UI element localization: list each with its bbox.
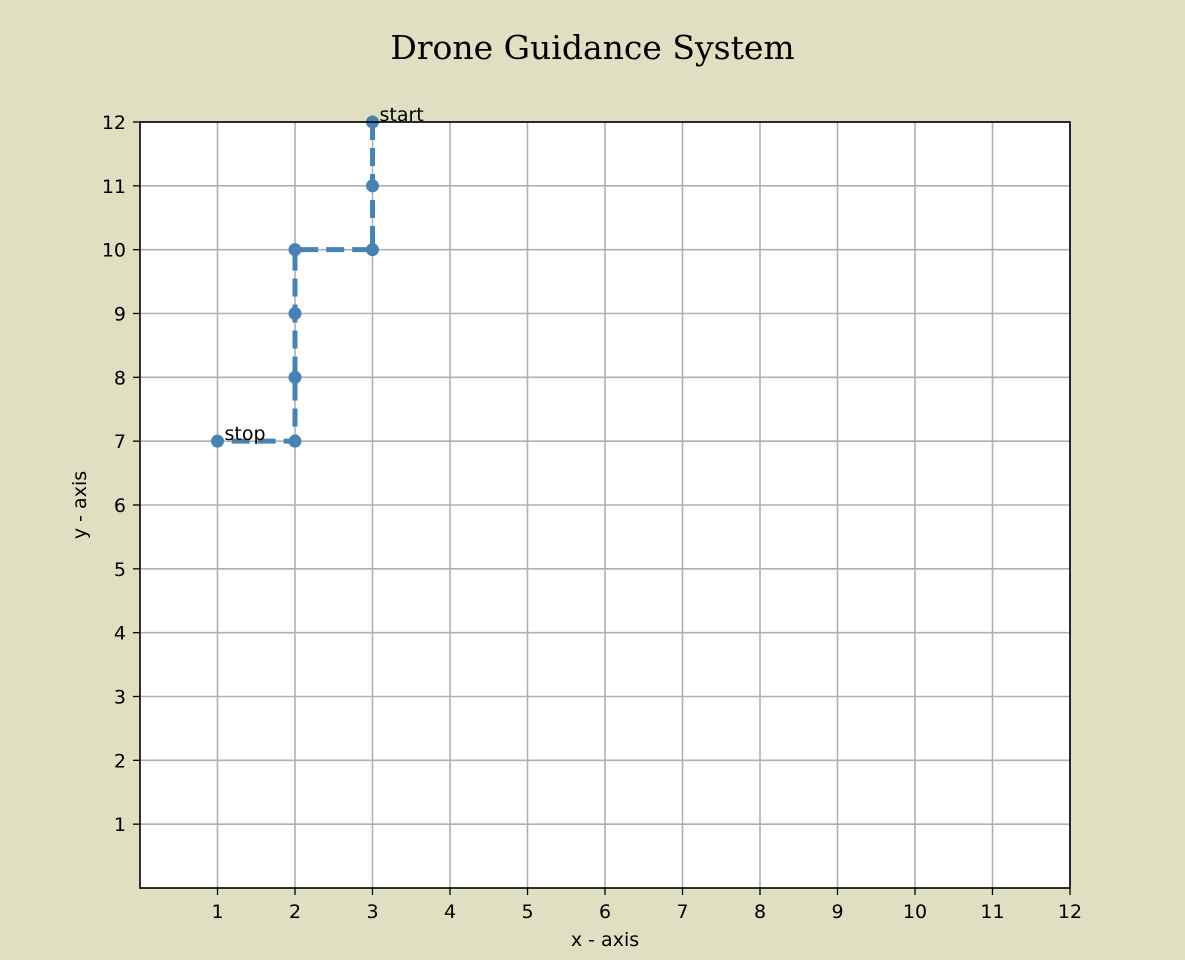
chart-title: Drone Guidance System (390, 28, 795, 67)
waypoint-marker (288, 243, 302, 257)
x-tick-label: 2 (289, 901, 301, 923)
waypoint-marker (288, 434, 302, 448)
x-tick-label: 7 (676, 901, 688, 923)
x-tick-label: 8 (754, 901, 766, 923)
annotations-layer: start stop (225, 104, 424, 445)
plot-frame (139, 121, 1071, 889)
flight-path-line (217, 122, 375, 444)
waypoint-marker (366, 179, 379, 193)
y-tick-label: 10 (102, 240, 126, 262)
waypoint-marker (288, 370, 302, 384)
point-label-stop: stop (225, 423, 266, 445)
y-tick-label: 5 (114, 559, 126, 581)
y-tick-label: 4 (114, 623, 126, 645)
waypoint-marker (288, 307, 302, 320)
y-tick-label: 9 (114, 304, 126, 326)
y-tick-label: 8 (114, 367, 126, 389)
x-tick-label: 11 (980, 901, 1004, 923)
waypoint-marker (366, 243, 379, 257)
x-tick-label: 5 (521, 901, 533, 923)
x-tick-label: 6 (599, 901, 611, 923)
x-tick-label: 10 (903, 901, 927, 923)
x-tick-label: 12 (1058, 901, 1082, 923)
y-tick-label: 11 (102, 176, 126, 198)
series-layer (211, 115, 379, 448)
x-axis-label: x - axis (571, 929, 639, 951)
y-axis-label: y - axis (69, 471, 91, 539)
y-tick-label: 6 (114, 495, 126, 517)
x-tick-label: 3 (366, 901, 378, 923)
waypoint-marker (211, 434, 224, 448)
y-tick-label: 7 (114, 431, 126, 453)
x-tick-label: 9 (831, 901, 843, 923)
point-label-start: start (380, 104, 424, 126)
x-tick-label: 1 (211, 901, 223, 923)
y-tick-label: 3 (114, 687, 126, 709)
y-tick-label: 1 (114, 814, 126, 836)
y-tick-label: 12 (102, 112, 126, 134)
x-tick-label: 4 (444, 901, 456, 923)
y-tick-label: 2 (114, 750, 126, 772)
